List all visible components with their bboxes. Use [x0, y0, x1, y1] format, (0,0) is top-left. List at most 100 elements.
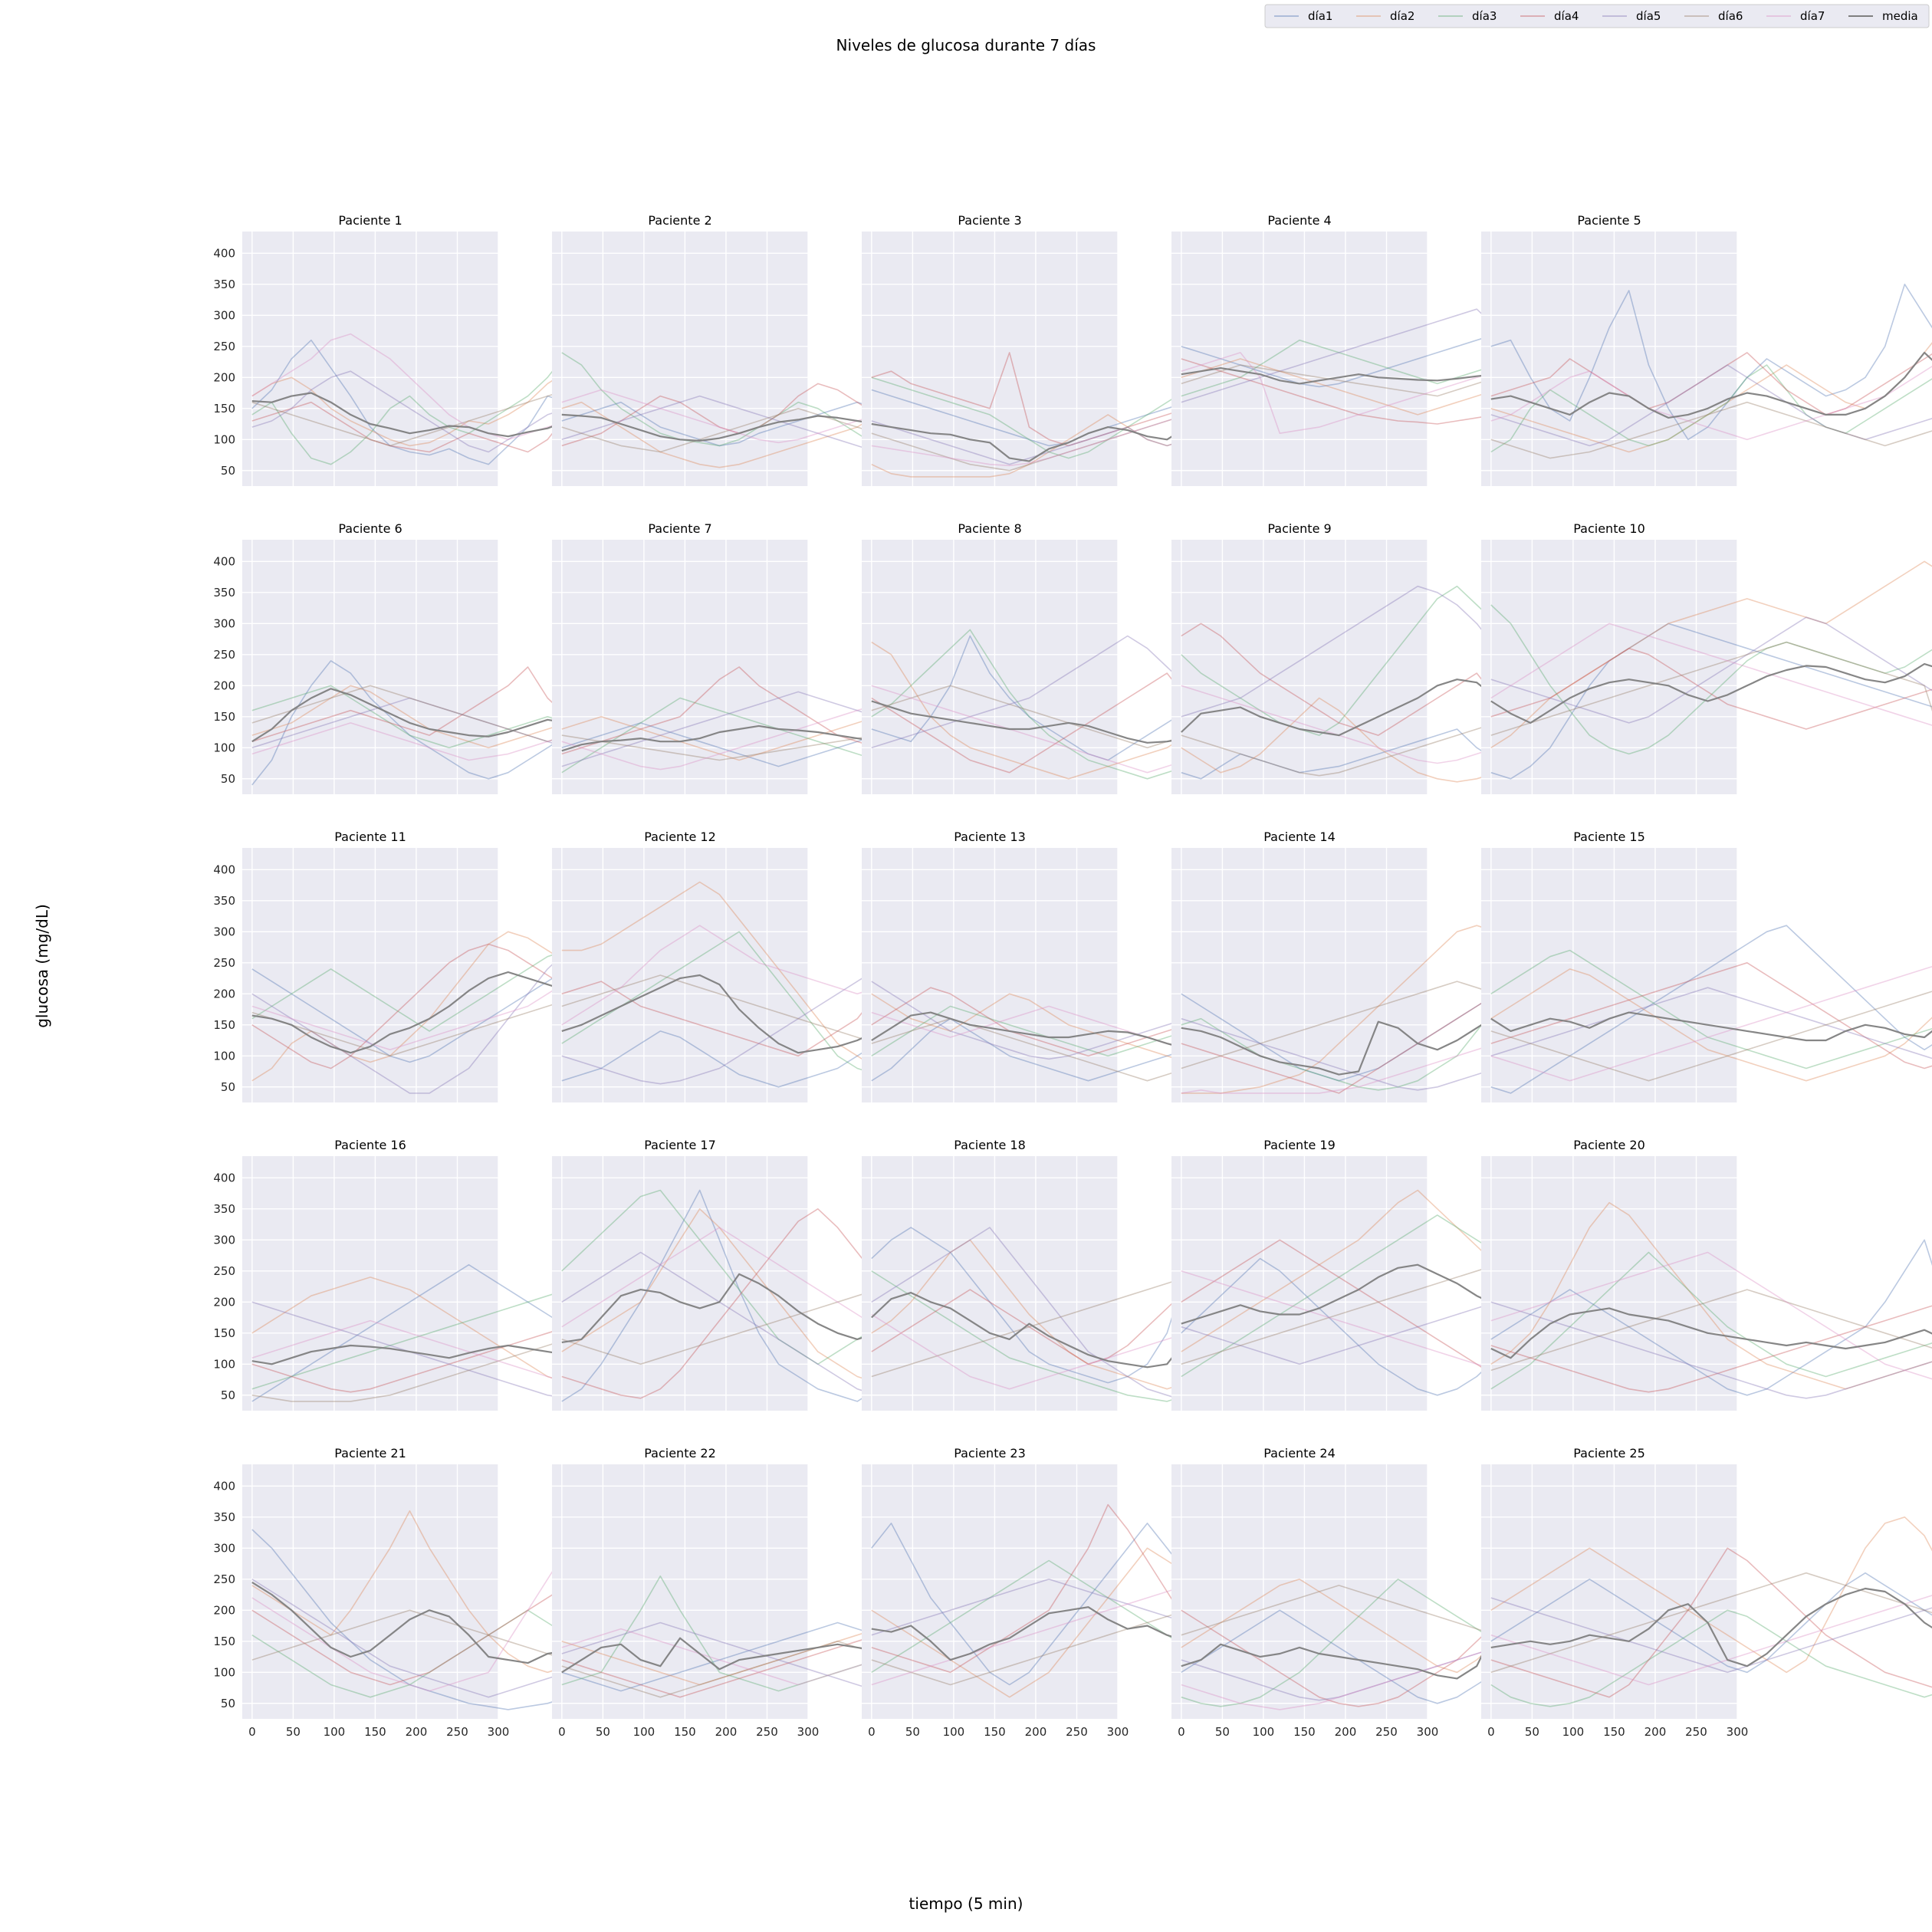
x-tick-label: 300: [1107, 1725, 1129, 1739]
y-tick-label: 400: [213, 1171, 235, 1184]
y-tick-label: 200: [213, 370, 235, 384]
panel-title: Paciente 6: [338, 521, 402, 536]
series-line: [1490, 352, 1932, 416]
panel-title: Paciente 22: [644, 1446, 716, 1460]
legend-entry: día7: [1800, 9, 1825, 23]
panel-background: [1171, 540, 1428, 794]
y-tick-label: 200: [213, 678, 235, 692]
x-tick-label: 100: [1253, 1725, 1275, 1739]
series-line: [1490, 1289, 1932, 1372]
panel-background: [1481, 1464, 1737, 1719]
x-tick-label: 0: [248, 1725, 256, 1739]
x-tick-label: 100: [943, 1725, 965, 1739]
y-tick-label: 100: [213, 1357, 235, 1371]
panel-title: Paciente 14: [1263, 830, 1336, 844]
x-tick-label: 300: [797, 1725, 820, 1739]
y-tick-label: 150: [213, 1635, 235, 1648]
series-line: [1490, 962, 1932, 1070]
panel: Paciente 20: [1481, 1138, 1932, 1411]
x-tick-label: 250: [1066, 1725, 1088, 1739]
panel: Paciente 25 0 50 100 150 200 250 300: [1481, 1446, 1932, 1739]
y-tick-label: 300: [213, 616, 235, 630]
panel-background: [242, 1156, 498, 1411]
panel-title: Paciente 5: [1577, 213, 1641, 228]
x-tick-label: 200: [1335, 1725, 1357, 1739]
y-tick-label: 350: [213, 1202, 235, 1216]
y-tick-label: 50: [221, 772, 235, 786]
panel-title: Paciente 25: [1573, 1446, 1645, 1460]
panel-background: [862, 848, 1118, 1102]
x-tick-label: 200: [715, 1725, 738, 1739]
series-line: [1490, 616, 1932, 724]
series-line: [1490, 965, 1932, 1082]
x-tick-label: 150: [1603, 1725, 1625, 1739]
x-tick-label: 50: [596, 1725, 610, 1739]
series-line: [1490, 925, 1932, 1094]
y-tick-label: 350: [213, 894, 235, 908]
series-line: [1490, 1201, 1932, 1390]
panel: Paciente 19: [1171, 1138, 1655, 1411]
panel-background: [552, 540, 808, 794]
y-tick-label: 250: [213, 340, 235, 353]
panel-background: [1171, 1156, 1428, 1411]
series-line: [1490, 949, 1932, 1070]
series-line: [1490, 283, 1932, 441]
series-line-media: [1490, 1011, 1932, 1042]
panel-title: Paciente 19: [1263, 1138, 1336, 1152]
x-tick-label: 250: [1685, 1725, 1707, 1739]
series-line: [1490, 1572, 1932, 1674]
series-line: [1490, 1251, 1932, 1380]
figure-title: Niveles de glucosa durante 7 días: [836, 36, 1096, 54]
panel: Paciente 14: [1171, 830, 1654, 1102]
y-tick-label: 50: [221, 464, 235, 478]
series-line: [1490, 991, 1932, 1082]
series-line: [1490, 968, 1932, 1082]
panel-title: Paciente 21: [334, 1446, 406, 1460]
series-line: [1490, 1547, 1932, 1698]
panel-background: [1171, 848, 1428, 1102]
panel-background: [1481, 232, 1737, 486]
y-tick-label: 400: [213, 554, 235, 568]
y-tick-label: 50: [221, 1080, 235, 1094]
x-axis-label: tiempo (5 min): [909, 1894, 1024, 1913]
x-tick-label: 100: [324, 1725, 346, 1739]
panel: Paciente 10: [1481, 521, 1932, 794]
y-tick-label: 350: [213, 1510, 235, 1524]
panel-background: [552, 1156, 808, 1411]
x-tick-label: 250: [756, 1725, 778, 1739]
legend-entry: día2: [1390, 9, 1414, 23]
x-tick-label: 200: [1025, 1725, 1047, 1739]
series-line: [1490, 1251, 1932, 1390]
series-line-media: [1490, 662, 1932, 724]
series-line-media: [1490, 1307, 1932, 1359]
y-tick-label: 50: [221, 1388, 235, 1402]
panel-background: [242, 232, 498, 486]
panel-background: [862, 540, 1118, 794]
panel-title: Paciente 13: [954, 830, 1026, 844]
panel: Paciente 15: [1481, 830, 1932, 1102]
y-axis-label: glucosa (mg/dL): [33, 904, 51, 1028]
y-tick-label: 250: [213, 1264, 235, 1278]
legend-entry: día6: [1718, 9, 1743, 23]
series-line: [1490, 364, 1932, 453]
y-tick-label: 350: [213, 586, 235, 600]
y-tick-label: 100: [213, 1665, 235, 1679]
series-line: [1490, 364, 1932, 447]
panel-title: Paciente 23: [954, 1446, 1026, 1460]
x-tick-label: 0: [1487, 1725, 1495, 1739]
y-tick-label: 100: [213, 741, 235, 754]
series-line: [1490, 401, 1932, 459]
series-line: [1490, 1516, 1932, 1674]
panel-background: [862, 1464, 1118, 1719]
x-tick-label: 300: [1727, 1725, 1749, 1739]
x-tick-label: 0: [558, 1725, 566, 1739]
panel-background: [242, 1464, 498, 1719]
y-tick-label: 50: [221, 1697, 235, 1710]
series-line: [1490, 1239, 1932, 1396]
panel-title: Paciente 3: [958, 213, 1021, 228]
x-tick-label: 200: [406, 1725, 428, 1739]
y-tick-label: 400: [213, 246, 235, 260]
panel-background: [1171, 1464, 1428, 1719]
y-tick-label: 250: [213, 956, 235, 970]
